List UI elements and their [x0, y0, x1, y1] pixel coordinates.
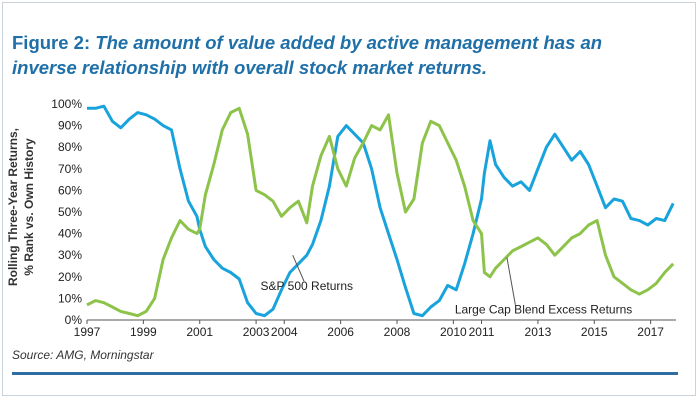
y-tick-label: 40%: [58, 227, 82, 241]
y-tick-label: 70%: [58, 162, 82, 176]
y-tick-label: 30%: [58, 248, 82, 262]
x-tick-label: 2006: [327, 325, 354, 339]
y-tick-label: 80%: [58, 140, 82, 154]
figure-label: Figure 2:: [12, 32, 91, 53]
excess-annotation: Large Cap Blend Excess Returns: [455, 303, 632, 317]
x-tick-label: 2017: [637, 325, 664, 339]
sp500-leader-line: [292, 255, 305, 282]
x-tick-label: 2010: [440, 325, 467, 339]
excess-returns-line: [86, 106, 675, 318]
bottom-rule: [12, 372, 678, 375]
x-tick-label: 2001: [186, 325, 213, 339]
x-tick-label: 2015: [581, 325, 608, 339]
y-tick-label: 20%: [58, 270, 82, 284]
figure-title-text: The amount of value added by active mana…: [12, 32, 603, 78]
figure-title: Figure 2: The amount of value added by a…: [12, 30, 632, 80]
y-tick-label: 0%: [65, 313, 83, 327]
sp500-line: [87, 104, 675, 318]
x-tick-label: 2011: [469, 325, 495, 339]
y-tick-label: 60%: [58, 183, 82, 197]
y-tick-label: 50%: [58, 205, 82, 219]
y-tick-label: 100%: [51, 97, 82, 111]
x-tick-label: 2004: [271, 325, 298, 339]
figure-frame: [2, 2, 696, 396]
x-tick-label: 1999: [130, 325, 157, 339]
sp500-annotation: S&P 500 Returns: [261, 279, 354, 293]
x-tick-label: 2003: [243, 325, 270, 339]
x-tick-label: 2013: [525, 325, 552, 339]
x-tick-label: 1997: [74, 325, 101, 339]
source-note: Source: AMG, Morningstar: [12, 348, 154, 362]
y-tick-label: 10%: [58, 291, 82, 305]
excess-leader-line: [506, 257, 516, 305]
y-tick-label: 90%: [58, 119, 82, 133]
x-tick-label: 2008: [384, 325, 411, 339]
